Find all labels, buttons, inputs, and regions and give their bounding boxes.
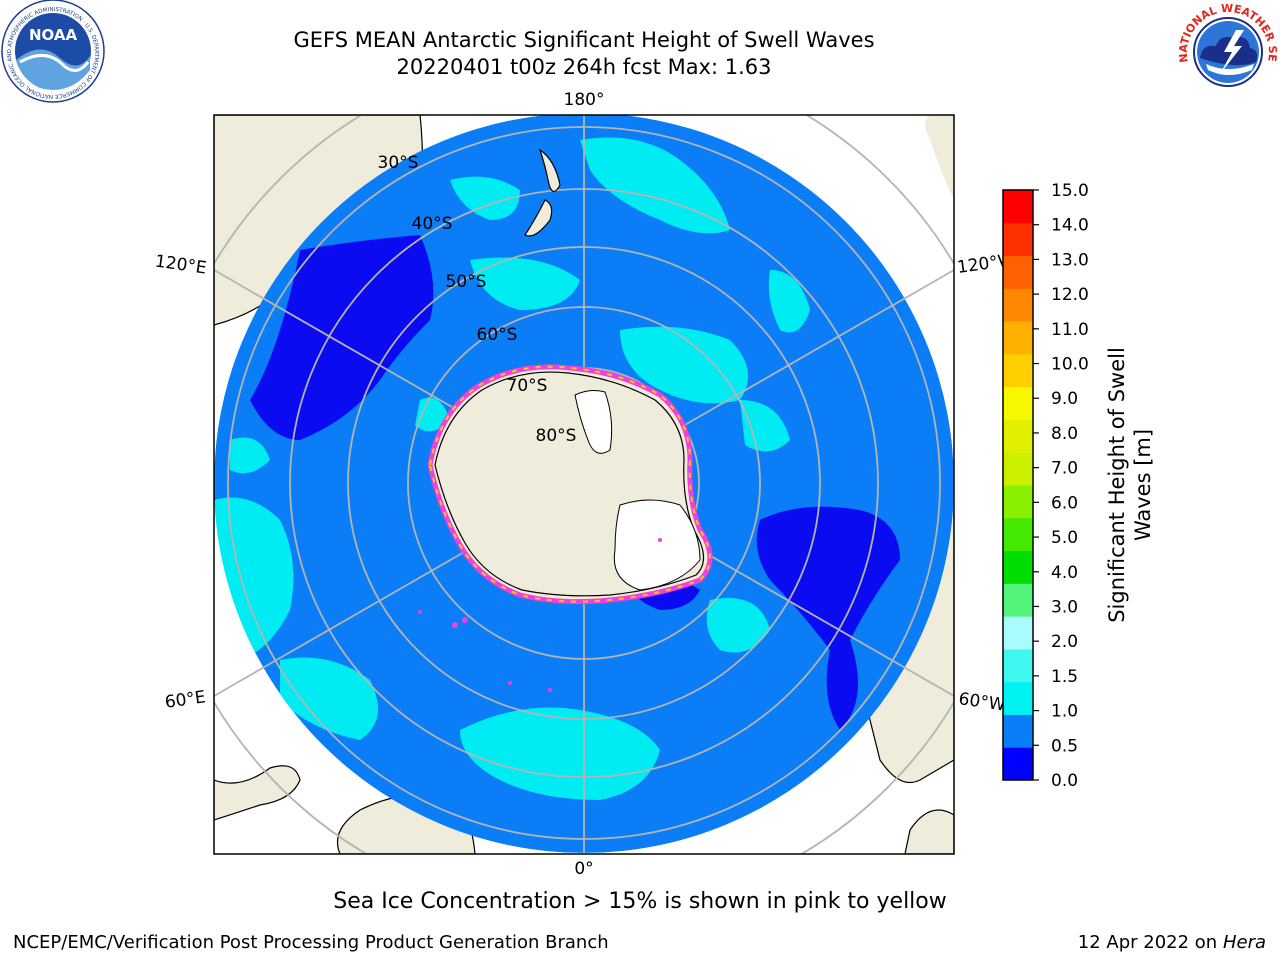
colorbar-segment [1003, 747, 1033, 781]
colorbar-tick-label: 10.0 [1051, 355, 1089, 375]
colorbar-segment [1003, 550, 1033, 584]
chart-subtitle: 20220401 t00z 264h fcst Max: 1.63 [396, 55, 772, 79]
colorbar-tick-label: 12.0 [1051, 285, 1089, 305]
colorbar-tick-label: 15.0 [1051, 181, 1089, 201]
colorbar-tick-label: 4.0 [1051, 563, 1078, 583]
colorbar-segment [1003, 714, 1033, 748]
colorbar-segment [1003, 386, 1033, 420]
colorbar-tick-label: 8.0 [1051, 424, 1078, 444]
lon-label-60e: 60°E [164, 687, 207, 712]
colorbar-segment [1003, 321, 1033, 355]
colorbar-segment [1003, 288, 1033, 322]
colorbar-segment [1003, 517, 1033, 552]
lat-label-70s: 70°S [507, 376, 548, 396]
lat-label-30s: 30°S [378, 153, 419, 173]
colorbar-tick-label: 11.0 [1051, 320, 1089, 340]
colorbar: 0.0 0.5 1.0 1.5 2.0 3.0 4.0 5.0 6.0 7.0 8.0 9.0 10.0… [1002, 181, 1089, 791]
colorbar-segment [1003, 222, 1033, 257]
chart-title: GEFS MEAN Antarctic Significant Height o… [293, 28, 875, 52]
noaa-logo-text: NOAA [29, 26, 78, 44]
colorbar-segment [1003, 616, 1033, 650]
colorbar-segment [1003, 648, 1033, 683]
colorbar-tick-label: 9.0 [1051, 389, 1078, 409]
colorbar-segment [1003, 583, 1033, 617]
colorbar-segment [1003, 485, 1033, 519]
nws-logo-icon: NATIONAL WEATHER SERVICE [1176, 0, 1279, 102]
colorbar-segment [1003, 419, 1033, 453]
date-text: 12 Apr 2022 on [1077, 932, 1218, 953]
colorbar-tick-label: 5.0 [1051, 528, 1078, 548]
lat-label-40s: 40°S [412, 214, 453, 234]
sea-ice-note: Sea Ice Concentration > 15% is shown in … [333, 889, 947, 914]
map-frame [213, 114, 955, 855]
lat-label-50s: 50°S [446, 272, 487, 292]
noaa-logo-icon: NOAA NATIONAL OCEANIC AND ATMOSPHERIC AD… [1, 0, 105, 103]
colorbar-segment [1003, 255, 1033, 289]
colorbar-tick-label: 7.0 [1051, 459, 1078, 479]
colorbar-tick-label: 0.5 [1051, 736, 1078, 756]
lon-label-180: 180° [564, 90, 605, 110]
colorbar-tick-label: 1.5 [1051, 667, 1078, 687]
antarctica [427, 364, 713, 605]
colorbar-segment [1003, 681, 1033, 715]
colorbar-segment [1003, 353, 1033, 388]
colorbar-tick-label: 0.0 [1051, 771, 1078, 791]
sea-ice-fragments [418, 538, 662, 692]
date-stamp: 12 Apr 2022 on Hera [1078, 932, 1266, 953]
colorbar-frame [1002, 189, 1034, 781]
new-zealand [524, 148, 561, 237]
colorbar-label-line1: Significant Height of Swell [1105, 347, 1129, 623]
colorbar-tick-label: 6.0 [1051, 493, 1078, 513]
lat-label-80s: 80°S [536, 426, 577, 446]
lon-label-0: 0° [574, 859, 593, 879]
lat-label-60s: 60°S [477, 325, 518, 345]
colorbar-tick-label: 14.0 [1051, 216, 1089, 236]
colorbar-tick-label: 3.0 [1051, 597, 1078, 617]
lon-label-60w: 60°W [957, 689, 1006, 715]
host-name: Hera [1222, 932, 1266, 953]
colorbar-segment [1003, 190, 1033, 224]
credit-text: NCEP/EMC/Verification Post Processing Pr… [13, 932, 609, 953]
colorbar-tick-label: 13.0 [1051, 250, 1089, 270]
lon-label-120e: 120°E [154, 252, 208, 279]
colorbar-tick-label: 2.0 [1051, 632, 1078, 652]
colorbar-label-line2: Waves [m] [1131, 429, 1155, 541]
colorbar-tick-label: 1.0 [1051, 702, 1078, 722]
colorbar-segment [1003, 452, 1033, 486]
